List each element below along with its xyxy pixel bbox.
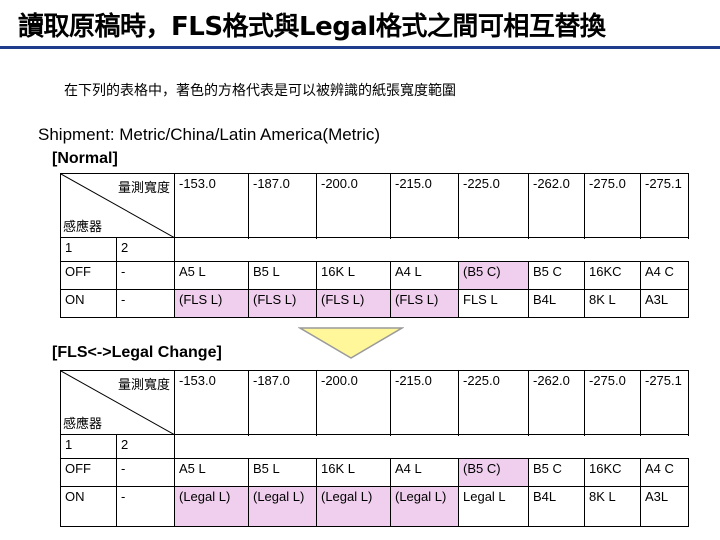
sensor-2-value: - [116, 261, 175, 290]
size-cell-highlighted: (B5 C) [458, 261, 529, 290]
normal-section-label: [Normal] [52, 150, 118, 167]
size-cell: A3L [640, 289, 689, 318]
size-cell-highlighted: (FLS L) [174, 289, 249, 318]
subtitle: 在下列的表格中，著色的方格代表是可以被辨識的紙張寬度範圍 [64, 83, 456, 99]
size-cell: B5 L [248, 261, 317, 290]
sensor-header: 感應器 [63, 220, 103, 235]
width-header-cell: -225.0 [458, 173, 529, 238]
normal-width-table: 量測寬度 感應器 -153.0 -187.0 -200.0 -215.0 -22… [60, 173, 689, 318]
width-header-cell: -262.0 [528, 173, 585, 238]
sensor-1-header: 1 [60, 434, 117, 459]
measured-width-header: 量測寬度 [117, 378, 170, 393]
down-arrow-icon [298, 327, 404, 359]
size-cell-highlighted: (FLS L) [390, 289, 459, 318]
width-header-cell: -225.0 [458, 370, 529, 435]
size-cell: 16K L [316, 458, 391, 487]
size-cell-highlighted: (Legal L) [174, 486, 249, 527]
size-cell: FLS L [458, 289, 529, 318]
size-cell-highlighted: (B5 C) [458, 458, 529, 487]
size-cell: Legal L [458, 486, 529, 527]
sensor-1-value: OFF [60, 261, 117, 290]
width-header-cell: -275.1 [640, 173, 689, 238]
sensor-1-header: 1 [60, 237, 117, 262]
table-corner-header: 量測寬度 感應器 [60, 173, 175, 238]
size-cell: A5 L [174, 261, 249, 290]
measured-width-header: 量測寬度 [117, 181, 170, 196]
size-cell: B5 L [248, 458, 317, 487]
sensor-2-value: - [116, 289, 175, 318]
width-header-cell: -275.0 [584, 173, 641, 238]
size-cell: A4 L [390, 261, 459, 290]
sensor-2-value: - [116, 486, 175, 527]
size-cell: B5 C [528, 261, 585, 290]
size-cell-highlighted: (Legal L) [316, 486, 391, 527]
size-cell: 8K L [584, 289, 641, 318]
size-cell: A4 C [640, 458, 689, 487]
sensor-header: 感應器 [63, 417, 103, 432]
shipment-heading: Shipment: Metric/China/Latin America(Met… [38, 125, 381, 144]
sensor-1-value: OFF [60, 458, 117, 487]
size-cell: 16K L [316, 261, 391, 290]
change-width-table: 量測寬度 感應器 -153.0 -187.0 -200.0 -215.0 -22… [60, 370, 689, 527]
sensor-1-value: ON [60, 289, 117, 318]
size-cell: A3L [640, 486, 689, 527]
sensor-2-header: 2 [116, 237, 175, 262]
size-cell-highlighted: (Legal L) [248, 486, 317, 527]
width-header-cell: -187.0 [248, 173, 317, 238]
width-header-cell: -200.0 [316, 173, 391, 238]
width-header-cell: -200.0 [316, 370, 391, 435]
size-cell: A4 L [390, 458, 459, 487]
size-cell: A5 L [174, 458, 249, 487]
size-cell: 16KC [584, 261, 641, 290]
corner-diagonal-line [61, 371, 174, 434]
width-header-cell: -187.0 [248, 370, 317, 435]
width-header-cell: -215.0 [390, 370, 459, 435]
width-header-cell: -275.1 [640, 370, 689, 435]
size-cell-highlighted: (FLS L) [248, 289, 317, 318]
size-cell: B4L [528, 289, 585, 318]
width-header-cell: -153.0 [174, 173, 249, 238]
sensor-1-value: ON [60, 486, 117, 527]
size-cell: 16KC [584, 458, 641, 487]
size-cell: A4 C [640, 261, 689, 290]
corner-diagonal-line [61, 174, 174, 237]
change-section-label: [FLS<->Legal Change] [52, 344, 222, 361]
table-corner-header: 量測寬度 感應器 [60, 370, 175, 435]
width-header-cell: -262.0 [528, 370, 585, 435]
size-cell-highlighted: (Legal L) [390, 486, 459, 527]
width-header-cell: -153.0 [174, 370, 249, 435]
size-cell: B4L [528, 486, 585, 527]
width-header-cell: -275.0 [584, 370, 641, 435]
size-cell: 8K L [584, 486, 641, 527]
title-underline [0, 46, 720, 49]
sensor-2-value: - [116, 458, 175, 487]
size-cell: B5 C [528, 458, 585, 487]
size-cell-highlighted: (FLS L) [316, 289, 391, 318]
width-header-cell: -215.0 [390, 173, 459, 238]
sensor-2-header: 2 [116, 434, 175, 459]
page-title: 讀取原稿時，FLS格式與Legal格式之間可相互替換 [18, 12, 606, 42]
